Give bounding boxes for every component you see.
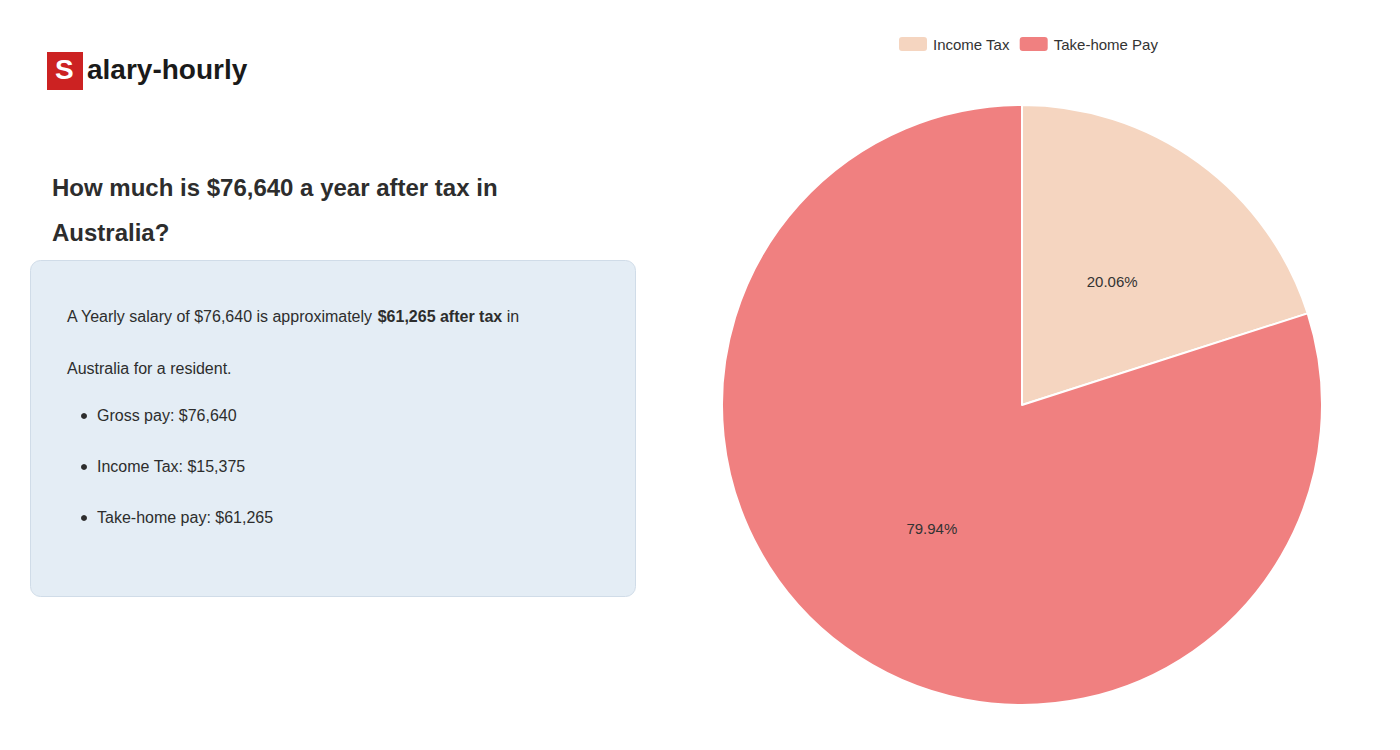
- svg-text:in: in: [502, 308, 519, 325]
- svg-text:S: S: [55, 54, 74, 85]
- svg-text:How much is $76,640 a year aft: How much is $76,640 a year after tax in: [52, 174, 498, 201]
- svg-text:79.94%: 79.94%: [906, 520, 957, 537]
- svg-text:Australia?: Australia?: [52, 219, 169, 246]
- svg-text:20.06%: 20.06%: [1087, 273, 1138, 290]
- svg-text:Income Tax: $15,375: Income Tax: $15,375: [97, 458, 245, 475]
- svg-text:Gross pay: $76,640: Gross pay: $76,640: [97, 407, 237, 424]
- svg-text:Take-home Pay: Take-home Pay: [1054, 36, 1159, 53]
- svg-text:Income Tax: Income Tax: [933, 36, 1010, 53]
- svg-text:Take-home pay: $61,265: Take-home pay: $61,265: [97, 509, 273, 526]
- svg-text:$61,265 after tax: $61,265 after tax: [378, 308, 503, 325]
- svg-text:Australia for a resident.: Australia for a resident.: [67, 360, 232, 377]
- svg-text:A Yearly salary of $76,640 is: A Yearly salary of $76,640 is approximat…: [67, 308, 377, 325]
- svg-text:alary-hourly: alary-hourly: [87, 54, 248, 85]
